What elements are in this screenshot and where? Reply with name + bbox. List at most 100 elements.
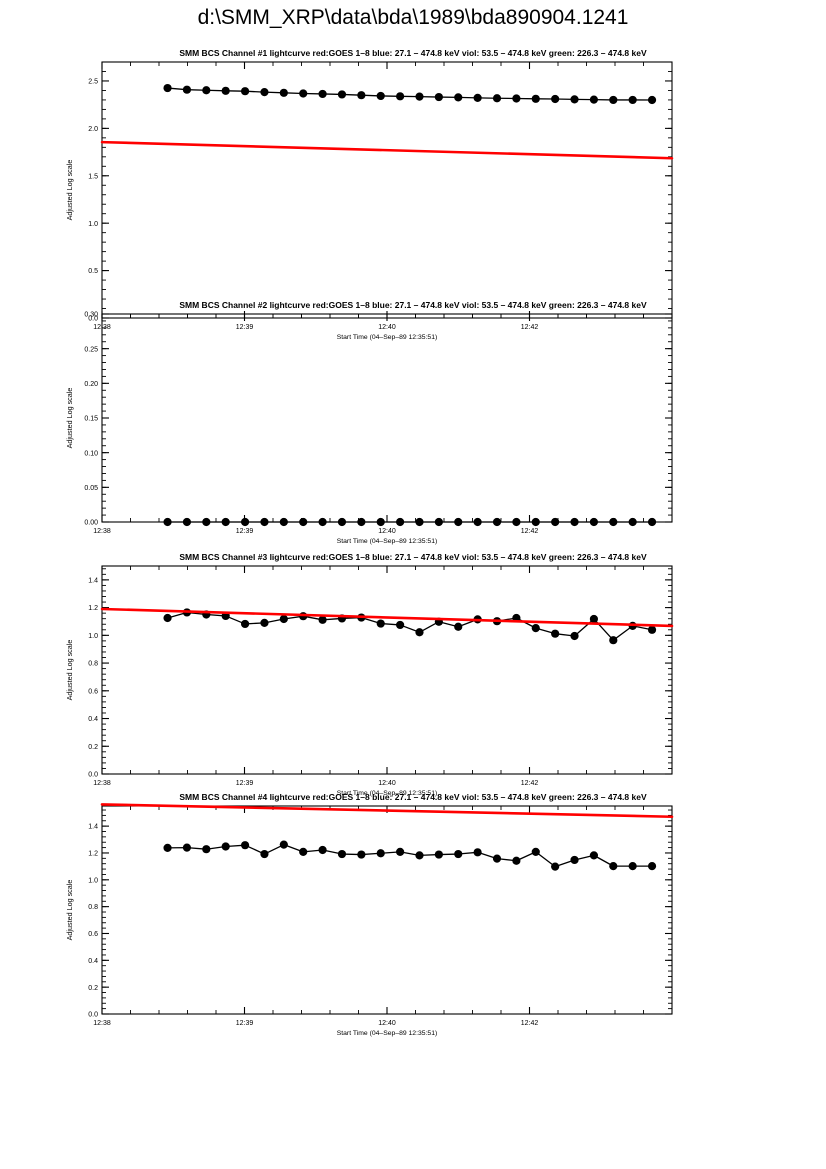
y-tick-label: 0.2: [88, 985, 98, 992]
data-point-marker: [512, 517, 521, 527]
data-point-marker: [396, 92, 405, 101]
y-tick-label: 1.0: [88, 877, 98, 884]
goes-trend-line: [100, 607, 674, 628]
panel-subtitle-channel-1: SMM BCS Channel #1 lightcurve red:GOES 1…: [179, 48, 647, 58]
plot-svg-channel-3: 0.0 0.2 0.4 0.6 0.8 1.0 1.2 1.4 12:38 12:39 12:40 1…: [65, 565, 674, 797]
data-point-marker: [647, 862, 657, 871]
y-axis-title: Adjusted Log scale: [65, 880, 74, 941]
data-point-marker: [318, 89, 327, 99]
plot-svg-channel-4: 0.0 0.2 0.4 0.6 0.8 1.0 1.2 1.4 12:38 12:39 12:40 1…: [65, 803, 674, 1037]
data-point-marker: [182, 843, 192, 852]
data-point-marker: [609, 517, 618, 527]
data-point-marker: [570, 95, 579, 104]
data-point-marker: [240, 841, 250, 850]
plot-area-channel-4: 0.0 0.2 0.4 0.6 0.8 1.0 1.2 1.4 12:38 12:39 12:40 1…: [0, 792, 826, 1048]
y-tick-label: 0.2: [88, 744, 98, 751]
y-tick-label: 2.5: [88, 79, 98, 86]
x-tick-label: 12:39: [236, 324, 254, 331]
data-point-marker: [260, 618, 269, 627]
y-tick-label: 0.00: [84, 520, 98, 527]
data-point-marker: [299, 847, 308, 856]
plot-area-channel-1: 0.0 0.5 1.0 1.5 2.0 2.5 12:38 12:39 12:40 12:42 St…: [0, 48, 826, 352]
y-tick-label: 1.5: [88, 173, 98, 180]
data-point-marker: [376, 517, 385, 527]
goes-trend-line: [100, 140, 674, 160]
data-point-marker: [357, 850, 366, 859]
data-point-marker: [415, 517, 424, 527]
x-tick-label: 12:40: [378, 528, 396, 535]
y-tick-label: 0.8: [88, 904, 98, 911]
data-point-marker: [240, 87, 250, 96]
data-point-marker: [240, 517, 250, 527]
data-point-marker: [279, 88, 288, 97]
data-point-marker: [589, 517, 599, 527]
x-axis-title: Start Time (04–Sep–89 12:35:51): [337, 538, 438, 545]
data-point-marker: [589, 614, 599, 624]
data-point-marker: [454, 622, 463, 631]
plot-svg-channel-1: 0.00.51.01.52.02.512:38 12:39 12:40 12:42St…: [65, 61, 674, 341]
data-point-marker: [163, 613, 172, 623]
data-point-marker: [182, 85, 192, 94]
data-point-marker: [260, 849, 269, 859]
data-point-marker: [415, 92, 424, 101]
x-axis-title: Start Time (04–Sep–89 12:35:51): [337, 334, 438, 341]
x-axis-title: Start Time (04–Sep–89 12:35:51): [337, 1030, 438, 1037]
axes-frame: [101, 805, 673, 1015]
data-point-marker: [396, 517, 405, 527]
axes-frame: [101, 565, 673, 775]
y-tick-label: 0.8: [88, 661, 98, 668]
data-point-marker: [396, 847, 405, 856]
y-tick-label: 0.05: [84, 485, 98, 492]
data-point-marker: [473, 93, 482, 102]
panel-subtitle-channel-3: SMM BCS Channel #3 lightcurve red:GOES 1…: [179, 552, 647, 562]
data-point-marker: [473, 517, 482, 527]
x-tick-label: 12:42: [521, 780, 539, 787]
y-tick-label: 0.0: [88, 316, 98, 323]
page-title: d:\SMM_XRP\data\bda\1989\bda890904.1241: [197, 6, 629, 29]
data-point-marker: [570, 517, 579, 527]
data-point-marker: [551, 94, 560, 104]
y-axis-title: Adjusted Log scale: [65, 160, 74, 221]
y-tick-label: 1.4: [88, 577, 98, 584]
data-point-marker: [609, 95, 618, 105]
x-tick-label: 12:42: [521, 528, 539, 535]
data-point-marker: [609, 636, 618, 645]
data-point-marker: [279, 840, 288, 849]
data-point-marker: [551, 862, 560, 871]
data-point-marker: [492, 94, 502, 103]
data-point-marker: [202, 845, 211, 854]
y-tick-label: 1.4: [88, 824, 98, 831]
y-tick-label: 0.5: [88, 268, 98, 275]
lightcurve-line: [166, 844, 653, 868]
data-point-marker: [628, 862, 637, 871]
data-point-marker: [647, 625, 657, 634]
data-point-marker: [163, 517, 172, 527]
data-point-marker: [376, 619, 385, 628]
x-tick-label: 12:40: [378, 780, 396, 787]
x-tick-label: 12:42: [521, 1020, 539, 1027]
data-point-marker: [357, 91, 366, 100]
y-tick-label: 0.4: [88, 958, 98, 965]
data-point-marker: [551, 517, 560, 527]
data-point-marker: [454, 517, 463, 527]
data-point-marker: [182, 517, 192, 527]
data-point-marker: [279, 517, 288, 527]
data-point-marker: [376, 849, 385, 858]
y-tick-label: 2.0: [88, 126, 98, 133]
y-tick-label: 0.0: [88, 1012, 98, 1019]
data-point-marker: [628, 95, 637, 105]
data-point-marker: [492, 854, 502, 863]
data-point-marker: [434, 92, 443, 102]
data-point-marker: [221, 517, 230, 527]
x-tick-label: 12:42: [521, 324, 539, 331]
data-point-marker: [628, 517, 637, 527]
y-tick-label: 1.0: [88, 633, 98, 640]
data-point-marker: [279, 614, 288, 624]
x-tick-label: 12:39: [236, 528, 254, 535]
y-tick-label: 0.15: [84, 416, 98, 423]
axes-frame: [101, 61, 673, 319]
data-point-marker: [337, 517, 347, 527]
data-point-marker: [376, 91, 385, 101]
y-tick-label: 0.10: [84, 450, 98, 457]
y-tick-label: 0.6: [88, 931, 98, 938]
